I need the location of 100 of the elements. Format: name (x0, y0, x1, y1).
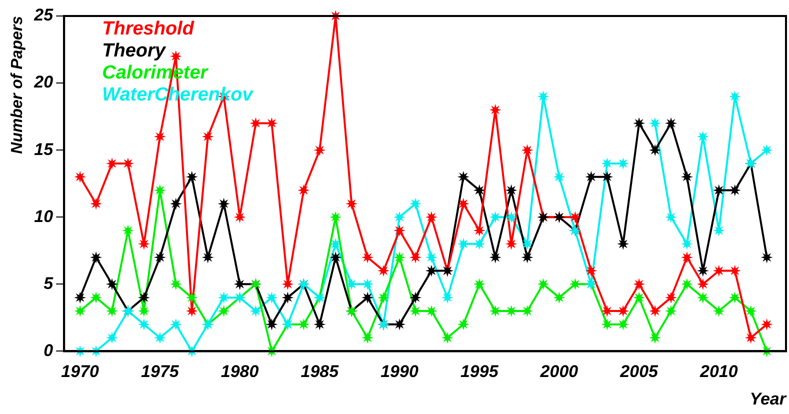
point (394, 211, 406, 224)
point (585, 264, 598, 277)
point (266, 318, 278, 330)
point (394, 318, 406, 330)
x-tick-label: 1990 (380, 362, 419, 382)
point (680, 278, 693, 290)
point (314, 144, 326, 156)
point (601, 170, 614, 183)
point (362, 292, 374, 304)
point (505, 184, 518, 196)
point (505, 211, 518, 224)
point (266, 292, 278, 304)
point (218, 198, 230, 210)
point (728, 90, 741, 102)
point (665, 117, 678, 130)
point (473, 278, 486, 290)
point (696, 292, 709, 304)
point (202, 130, 214, 143)
point (680, 238, 693, 250)
point (394, 224, 406, 237)
point (680, 251, 693, 264)
point (744, 332, 757, 344)
point (138, 318, 150, 330)
point (218, 304, 230, 317)
x-tick-label: 1975 (141, 362, 180, 382)
point (649, 144, 662, 156)
point (409, 292, 422, 304)
series-label: Threshold (102, 18, 194, 40)
point (90, 292, 102, 304)
point (712, 224, 725, 237)
point (425, 251, 438, 264)
point (473, 224, 486, 237)
point (760, 318, 773, 330)
point (553, 170, 566, 183)
point (362, 332, 374, 344)
point (74, 170, 86, 183)
point (409, 251, 422, 264)
point (521, 144, 534, 156)
point (154, 130, 166, 143)
point (441, 292, 454, 304)
point (489, 251, 502, 264)
y-tick-label: 20 (33, 72, 54, 92)
point (457, 238, 470, 250)
point (537, 90, 550, 102)
y-tick-label: 15 (34, 140, 54, 159)
point (521, 251, 534, 264)
point (633, 278, 646, 290)
x-axis-title: Year (750, 389, 788, 408)
point (665, 292, 678, 304)
point (122, 224, 134, 237)
point (106, 304, 118, 317)
y-tick-label: 5 (44, 274, 54, 293)
point (425, 211, 438, 224)
point (138, 292, 150, 304)
point (760, 251, 773, 264)
x-tick-label: 1995 (460, 362, 499, 382)
point (457, 170, 470, 183)
point (649, 117, 662, 130)
point (90, 251, 102, 264)
point (346, 198, 358, 210)
point (170, 318, 182, 330)
point (106, 278, 118, 290)
x-tick-label: 1980 (220, 362, 260, 382)
point (728, 292, 741, 304)
point (409, 304, 422, 317)
point (282, 278, 294, 290)
y-axis-title: Number of Papers (9, 16, 26, 154)
point (617, 157, 630, 170)
y-tick-label: 10 (34, 206, 54, 226)
point (90, 198, 102, 210)
point (617, 304, 630, 317)
point (74, 292, 86, 304)
point (362, 251, 374, 264)
point (409, 198, 422, 210)
point (186, 292, 198, 304)
point (712, 304, 725, 317)
point (712, 264, 725, 277)
point (234, 211, 246, 224)
point (154, 251, 166, 264)
point (649, 332, 662, 344)
x-tick-label: 2010 (699, 362, 738, 382)
point (665, 304, 678, 317)
point (665, 211, 678, 224)
point (633, 292, 646, 304)
point (74, 304, 86, 317)
point (457, 198, 470, 210)
point (473, 184, 486, 196)
point (298, 184, 310, 196)
point (457, 318, 470, 330)
point (250, 304, 262, 317)
point (425, 264, 438, 277)
x-tick-label: 1970 (61, 362, 100, 382)
point (170, 278, 182, 290)
point (441, 332, 454, 344)
point (712, 184, 725, 196)
point (680, 170, 693, 183)
point (330, 251, 342, 264)
point (186, 170, 198, 183)
text: Theory (102, 40, 167, 62)
point (489, 104, 502, 116)
